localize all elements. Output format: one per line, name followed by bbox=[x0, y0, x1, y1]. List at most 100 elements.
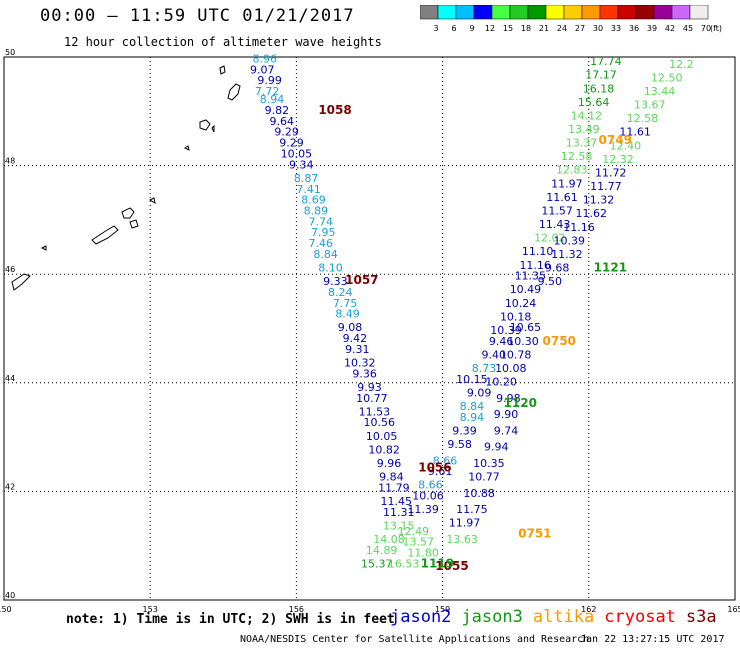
legend-label: 12 bbox=[485, 24, 495, 33]
wave-height-label: 9.46 bbox=[489, 335, 514, 348]
wave-height-label: 16.53 bbox=[388, 557, 420, 570]
pass-time-label: 1119 bbox=[421, 556, 454, 570]
wave-height-label: 10.32 bbox=[344, 357, 376, 370]
wave-height-label: 8.73 bbox=[472, 362, 497, 375]
wave-height-label: 8.84 bbox=[460, 400, 485, 413]
wave-height-label: 9.34 bbox=[289, 158, 314, 171]
pass-time-label: 0749 bbox=[599, 133, 632, 147]
pass-time-label: 1121 bbox=[594, 260, 627, 274]
wave-height-label: 11.35 bbox=[515, 270, 547, 283]
wave-height-label: 8.10 bbox=[318, 261, 343, 274]
satellite-source-label: cryosat bbox=[604, 607, 676, 627]
wave-height-label: 11.79 bbox=[378, 481, 410, 494]
map-border bbox=[3, 56, 736, 601]
wave-height-label: 9.98 bbox=[496, 392, 521, 405]
lat-tick-label: 42 bbox=[5, 482, 15, 491]
wave-height-label: 8.94 bbox=[260, 93, 285, 106]
wave-height-label: 9.07 bbox=[250, 63, 275, 76]
wave-height-label: 13.49 bbox=[568, 123, 600, 136]
wave-height-label: 15.64 bbox=[578, 96, 610, 109]
legend-swatch bbox=[491, 5, 511, 20]
wave-height-label: 12.58 bbox=[561, 150, 593, 163]
wave-height-label: 7.74 bbox=[309, 215, 334, 228]
wave-height-label: 8.84 bbox=[313, 248, 338, 261]
wave-height-label: 9.08 bbox=[338, 321, 363, 334]
wave-height-label: 8.24 bbox=[328, 286, 353, 299]
wave-height-label: 9.94 bbox=[484, 441, 509, 454]
chart-subtitle: 12 hour collection of altimeter wave hei… bbox=[64, 35, 382, 49]
wave-height-label: 9.29 bbox=[279, 137, 304, 150]
pass-time-label: 1056 bbox=[418, 460, 451, 474]
wave-height-label: 11.77 bbox=[590, 180, 622, 193]
wave-height-label: 9.36 bbox=[352, 367, 377, 380]
wave-height-label: 9.64 bbox=[270, 115, 295, 128]
wave-height-label: 11.10 bbox=[522, 245, 554, 258]
wave-height-labels: 8.969.079.997.728.949.829.649.299.2910.0… bbox=[250, 52, 694, 570]
wave-height-label: 11.80 bbox=[407, 547, 439, 560]
legend-label: 70 bbox=[701, 24, 711, 33]
satellite-source-label: s3a bbox=[685, 607, 717, 627]
wave-height-label: 10.20 bbox=[485, 376, 517, 389]
wave-height-label: 10.08 bbox=[495, 362, 527, 375]
wave-height-label: 10.78 bbox=[500, 348, 532, 361]
wave-height-label: 13.15 bbox=[383, 519, 415, 532]
wave-height-label: 7.46 bbox=[309, 237, 334, 250]
lat-tick-label: 46 bbox=[5, 265, 15, 274]
wave-height-label: 12.02 bbox=[534, 232, 566, 245]
wave-height-label: 11.45 bbox=[381, 495, 413, 508]
wave-height-label: 9.90 bbox=[494, 408, 519, 421]
legend-swatch bbox=[581, 5, 601, 20]
wave-height-label: 9.93 bbox=[357, 381, 382, 394]
wave-height-label: 10.30 bbox=[507, 335, 539, 348]
lat-tick-label: 44 bbox=[5, 374, 15, 383]
wave-height-label: 7.41 bbox=[296, 183, 321, 196]
legend-swatch bbox=[420, 5, 439, 20]
wave-height-label: 11.16 bbox=[563, 221, 595, 234]
legend-label: 6 bbox=[451, 24, 456, 33]
wave-height-legend: 3 6 9 12 15 18 21 24 27 30 33 36 39 42 45 70(ft) bbox=[420, 5, 722, 33]
satellite-source-label: altika bbox=[532, 607, 595, 627]
wave-height-label: 11.62 bbox=[575, 207, 607, 220]
wave-height-label: 8.66 bbox=[433, 454, 458, 467]
lon-tick-label: 150 bbox=[0, 605, 12, 614]
lat-tick-label: 50 bbox=[5, 48, 15, 57]
wave-height-label: 10.35 bbox=[473, 457, 505, 470]
legend-label: 36 bbox=[629, 24, 639, 33]
legend-label: 3 bbox=[433, 24, 438, 33]
legend-label: 30 bbox=[593, 24, 603, 33]
wave-height-label: 14.89 bbox=[366, 544, 398, 557]
wave-height-label: 10.24 bbox=[505, 297, 537, 310]
pass-time-label: 1055 bbox=[435, 559, 468, 573]
wave-height-label: 13.37 bbox=[566, 137, 598, 150]
legend-label: 39 bbox=[647, 24, 657, 33]
legend-label: 33 bbox=[611, 24, 621, 33]
wave-height-label: 12.32 bbox=[602, 153, 634, 166]
wave-height-label: 11.31 bbox=[383, 506, 415, 519]
wave-height-label: 9.96 bbox=[377, 457, 402, 470]
wave-height-label: 9.39 bbox=[452, 424, 477, 437]
wave-height-label: 10.77 bbox=[356, 392, 388, 405]
pass-time-label: 1058 bbox=[318, 103, 351, 117]
wave-height-label: 10.49 bbox=[510, 283, 542, 296]
wave-height-label: 11.97 bbox=[449, 517, 481, 530]
wave-height-label: 16.18 bbox=[583, 82, 615, 95]
wave-height-label: 9.68 bbox=[545, 261, 570, 274]
legend-label: 9 bbox=[469, 24, 474, 33]
legend-swatch bbox=[527, 5, 547, 20]
wave-height-label: 12.40 bbox=[610, 139, 642, 152]
legend-swatch bbox=[473, 5, 493, 20]
legend-swatch bbox=[671, 5, 691, 20]
wave-height-label: 9.40 bbox=[482, 348, 507, 361]
wave-height-label: 10.15 bbox=[456, 373, 488, 386]
wave-height-label: 7.75 bbox=[333, 297, 358, 310]
wave-height-label: 14.08 bbox=[373, 533, 405, 546]
wave-height-label: 13.67 bbox=[634, 99, 666, 112]
wave-height-label: 9.58 bbox=[447, 438, 472, 451]
wave-height-label: 11.43 bbox=[539, 218, 571, 231]
wave-height-label: 8.87 bbox=[294, 172, 319, 185]
legend-label: 18 bbox=[521, 24, 531, 33]
wave-height-label: 11.57 bbox=[541, 204, 573, 217]
legend-swatch bbox=[545, 5, 565, 20]
